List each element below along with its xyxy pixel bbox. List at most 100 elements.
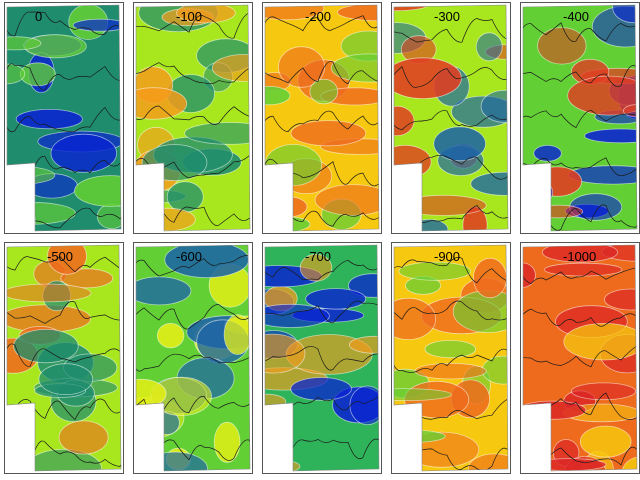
contour-line [7,11,121,37]
heatmap-panel: -100 [133,2,253,234]
heatmap-blob [612,5,637,24]
contour-line [394,348,508,373]
contour-line [265,15,379,32]
heatmap-field [135,244,251,472]
field-outline [135,244,251,472]
heatmap-blob [269,196,308,218]
panel-label: -600 [176,249,203,264]
contour-line [523,65,637,88]
heatmap-blob [337,5,379,22]
heatmap-blob [156,323,185,349]
heatmap-blob [537,27,587,65]
heatmap-blob [569,193,623,221]
heatmap-panel: -400 [520,2,640,234]
heatmap-field [393,244,509,472]
heatmap-blob [604,288,637,311]
heatmap-blob [621,456,637,471]
heatmap-blob [265,333,306,374]
contour-line [7,343,121,367]
heatmap-blob [223,314,250,355]
heatmap-blob [15,109,83,130]
contour-line [394,300,508,321]
heatmap-blob [571,382,636,401]
heatmap-blob [7,283,92,303]
contour-line [523,109,637,129]
contour-line [136,254,250,277]
heatmap-blob [184,122,250,145]
field-outline [522,4,638,232]
contour-line [136,12,250,39]
heatmap-blob [7,63,26,85]
heatmap-panel: -1000 [520,242,640,474]
heatmap-blob [38,363,94,396]
heatmap-blob [394,5,429,12]
heatmap-panel: -300 [391,2,511,234]
contour-line [523,157,637,178]
heatmap-blob [176,5,236,24]
panel-label: -300 [434,9,461,24]
field-outline [393,4,509,232]
heatmap-blob [424,340,477,359]
heatmap-blob [213,421,241,463]
contour-line [136,105,250,125]
heatmap-panel: -600 [133,242,253,474]
heatmap-field [393,4,509,232]
heatmap-blob [74,175,121,207]
heatmap-blob [348,335,379,354]
field-outline [135,4,251,232]
heatmap-field [135,4,251,232]
heatmap-blob [398,261,472,281]
contour-line [523,22,637,42]
contour-line [7,398,121,421]
field-outline [264,244,380,472]
heatmap-blob [534,204,584,219]
heatmap-blob [523,262,536,288]
heatmap-blob [544,262,623,277]
heatmap-panel: -700 [262,242,382,474]
heatmap-blob [394,105,415,137]
heatmap-field [522,4,638,232]
panel-label: -1000 [563,249,597,264]
heatmap-blob [7,210,33,231]
heatmap-field [264,4,380,232]
heatmap-blob [290,120,367,147]
panel-label: -400 [563,9,590,24]
heatmap-blob [475,32,503,62]
contour-line [265,61,379,85]
heatmap-blob [47,245,87,275]
panel-label: -200 [305,9,332,24]
heatmap-blob [136,276,192,306]
contour-line [523,259,637,285]
heatmap-blob [470,171,508,196]
heatmap-blob [473,257,508,299]
heatmap-blob [13,328,79,364]
contour-line [7,106,121,133]
heatmap-panel: -200 [262,2,382,234]
heatmap-blob [394,297,437,341]
heatmap-blob [265,215,311,231]
contour-line [394,18,508,43]
field-outline [393,244,509,472]
contour-line [136,304,250,330]
heatmap-blob [136,87,188,120]
contour-line [7,63,121,91]
contour-line [265,110,379,132]
heatmap-blob [433,126,486,162]
panel-label: -900 [434,249,461,264]
heatmap-blob [50,133,118,173]
panel-label: 0 [35,9,43,24]
panel-label: -500 [47,249,74,264]
heatmap-blob [7,201,36,231]
heatmap-blob [541,245,619,263]
heatmap-blob [58,420,109,455]
heatmap-blob [394,388,452,402]
contour-line [7,255,121,273]
heatmap-field [264,244,380,472]
heatmap-blob [414,362,487,380]
heatmap-blob [309,78,339,105]
heatmap-blob [305,288,367,310]
contour-line [136,62,250,85]
field-outline [6,4,122,232]
contour-line [523,346,637,368]
